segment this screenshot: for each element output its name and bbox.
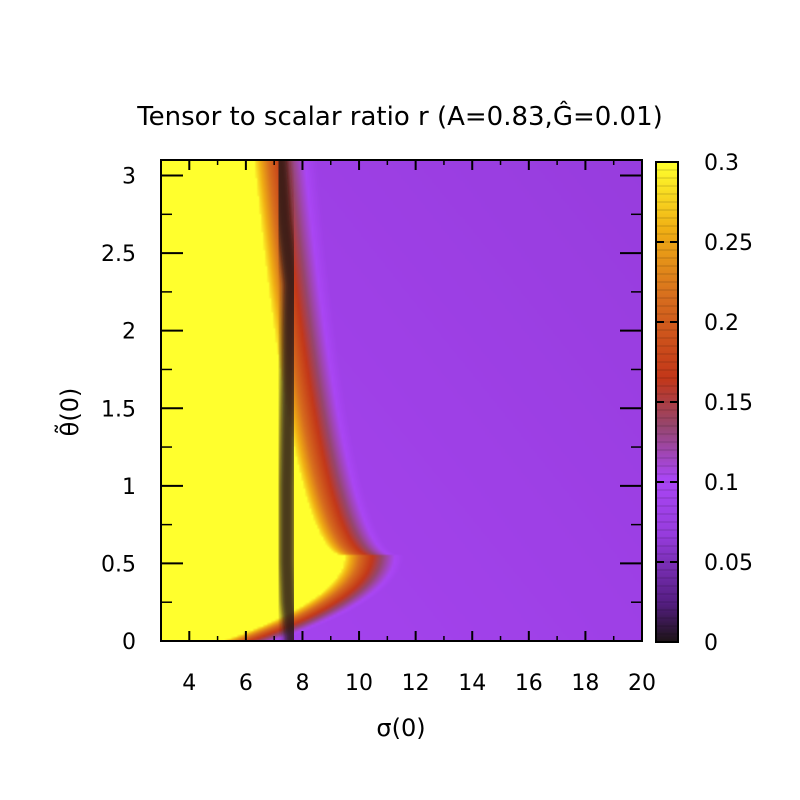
y-tick-label: 0 [122, 630, 136, 655]
y-axis-label: θ̃(0) [54, 388, 84, 437]
colorbar-tick-label: 0.15 [704, 391, 753, 416]
x-tick-labels: 4 6 8 10 12 14 16 18 20 [182, 671, 656, 696]
x-tick-label: 6 [239, 671, 253, 696]
colorbar-frame [655, 161, 679, 643]
colorbar-tick-label: 0.3 [704, 151, 739, 176]
colorbar-gradient-image [656, 162, 678, 642]
colorbar-tick-label: 0 [704, 631, 718, 656]
x-tick-label: 4 [182, 671, 196, 696]
x-axis-label: σ(0) [376, 714, 425, 742]
plot-frame [160, 159, 643, 642]
colorbar-tick-labels: 0 0.05 0.1 0.15 0.2 0.25 0.3 [704, 151, 753, 656]
colorbar: 0 0.05 0.1 0.15 0.2 0.25 0.3 [655, 151, 753, 656]
contour-curve [271, 160, 301, 641]
y-tick-label: 0.5 [101, 552, 136, 577]
x-tick-label: 12 [402, 671, 430, 696]
y-tick-label: 1 [122, 475, 136, 500]
colorbar-tick-label: 0.1 [704, 471, 739, 496]
y-tick-label: 3 [122, 165, 136, 190]
x-tick-label: 18 [571, 671, 599, 696]
colorbar-tick-label: 0.05 [704, 551, 753, 576]
y-tick-label: 1.5 [101, 397, 136, 422]
y-tick-label: 2.5 [101, 242, 136, 267]
heatmap-image [161, 160, 642, 641]
colorbar-ticks [656, 161, 678, 643]
colorbar-tick-label: 0.2 [704, 311, 739, 336]
x-tick-label: 8 [295, 671, 309, 696]
x-tick-label: 16 [515, 671, 543, 696]
x-tick-label: 14 [458, 671, 486, 696]
y-tick-label: 2 [122, 320, 136, 345]
colorbar-tick-label: 0.25 [704, 231, 753, 256]
heatmap-area [161, 160, 642, 641]
x-tick-label: 10 [345, 671, 373, 696]
contour-layer [271, 160, 301, 641]
y-tick-labels: 0 0.5 1 1.5 2 2.5 3 [101, 165, 136, 655]
chart-title: Tensor to scalar ratio r (A=0.83,Ĝ=0.01) [136, 100, 663, 132]
x-tick-label: 20 [628, 671, 656, 696]
